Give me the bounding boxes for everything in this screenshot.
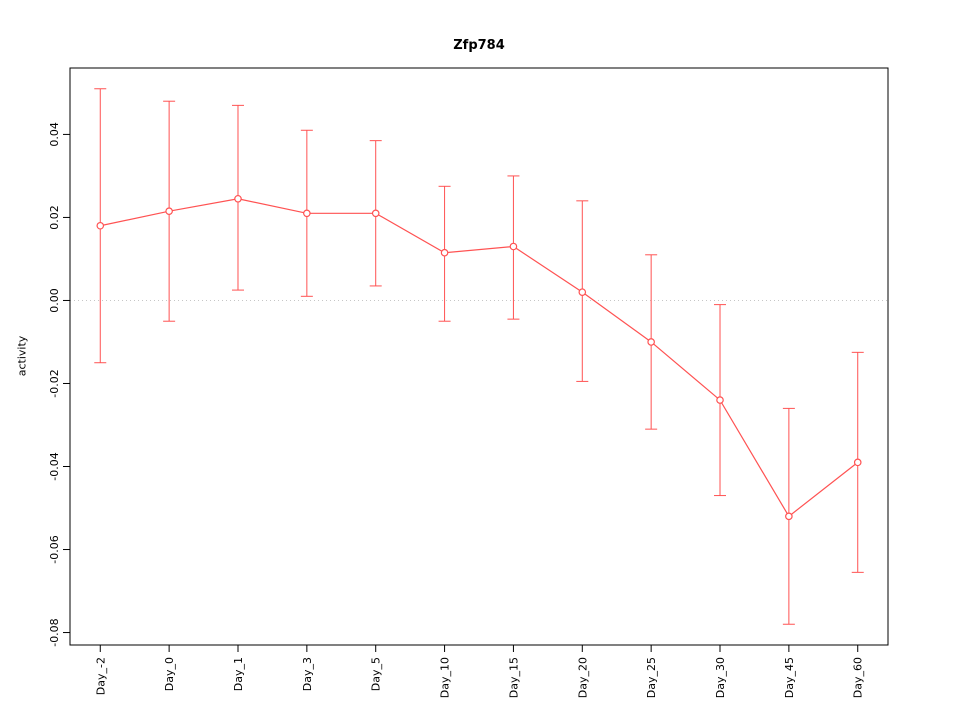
x-tick-label: Day_60 — [852, 657, 865, 698]
x-tick-label: Day_30 — [714, 657, 727, 698]
data-point — [853, 458, 862, 467]
x-tick-label: Day_0 — [163, 657, 176, 691]
x-tick-label: Day_-2 — [94, 657, 107, 695]
data-point — [165, 207, 173, 216]
x-tick-label: Day_15 — [507, 657, 520, 698]
data-point — [440, 248, 449, 257]
y-tick-label: 0.04 — [48, 122, 61, 147]
x-tick-label: Day_5 — [370, 657, 383, 691]
data-point — [785, 512, 793, 521]
data-point — [96, 221, 105, 230]
plot-border — [69, 67, 889, 646]
x-tick-label: Day_45 — [783, 657, 796, 698]
x-tick-label: Day_10 — [439, 657, 452, 698]
y-tick-label: -0.02 — [48, 369, 61, 397]
y-tick-label: -0.08 — [48, 618, 61, 646]
data-point — [509, 242, 518, 251]
data-point — [303, 209, 311, 218]
chart-title: Zfp784 — [453, 38, 505, 53]
data-point — [578, 288, 587, 296]
y-tick-label: -0.04 — [48, 452, 61, 480]
x-tick-label: Day_1 — [232, 657, 245, 691]
series-line — [100, 198, 859, 518]
data-point — [371, 209, 380, 218]
x-tick-label: Day_3 — [301, 657, 314, 691]
x-tick-label: Day_25 — [645, 657, 658, 698]
x-tick-label: Day_20 — [576, 657, 589, 698]
y-tick-label: 0.00 — [48, 288, 61, 313]
y-tick-label: 0.02 — [48, 205, 61, 230]
data-point — [234, 194, 242, 203]
data-point — [716, 396, 724, 404]
y-tick-label: -0.06 — [48, 535, 61, 563]
data-point — [647, 338, 655, 346]
